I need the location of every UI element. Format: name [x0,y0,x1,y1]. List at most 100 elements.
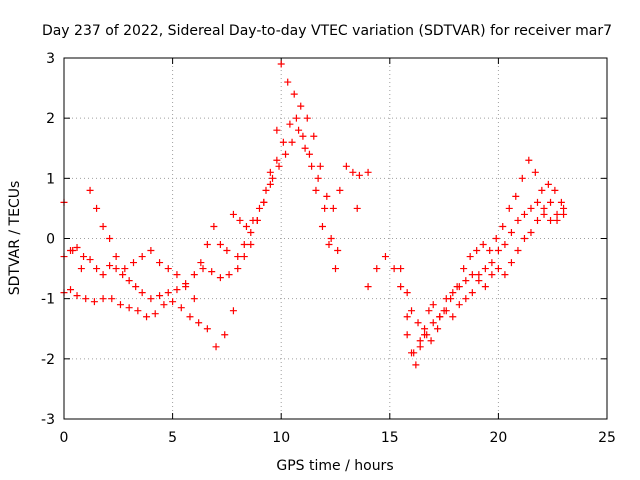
data-point [486,247,494,255]
data-point [436,313,444,321]
data-point [551,186,559,194]
data-point [533,198,541,206]
data-point [381,253,389,261]
data-point [225,271,233,279]
data-point [390,265,398,273]
data-point [518,174,526,182]
data-point [290,90,298,98]
data-point [99,271,107,279]
data-point [312,186,320,194]
data-point [349,168,357,176]
data-point [332,265,339,273]
data-point [429,301,437,309]
data-point [169,298,177,306]
data-point [334,247,342,255]
data-point [303,114,311,122]
data-point [203,325,211,333]
data-point [449,289,457,297]
y-tick-label: 0 [46,232,55,248]
data-point [190,271,198,279]
data-point [499,222,507,230]
series-track-f [403,198,568,357]
x-axis-label: GPS time / hours [276,458,393,474]
data-point [492,235,500,242]
data-point [134,307,142,315]
data-point [425,307,433,315]
data-point [67,286,75,294]
data-point [186,313,194,321]
data-point [494,265,502,273]
data-point [453,283,461,291]
data-point [475,277,483,285]
data-point [138,289,146,297]
data-point [553,216,561,224]
data-point [466,253,474,261]
data-point [527,228,535,236]
data-point [321,204,329,212]
data-point [336,186,344,194]
y-tick-label: -1 [41,292,55,308]
data-point [282,150,290,158]
data-point [86,186,94,194]
data-point [249,216,257,224]
data-point [275,162,283,170]
data-point [77,265,85,273]
data-point [147,247,155,255]
data-point [125,304,133,312]
data-point [229,210,237,218]
data-point [266,168,274,176]
data-point [403,289,411,297]
data-point [106,262,114,270]
series-track-e [397,156,565,345]
data-point [216,241,224,249]
y-axis-label: SDTVAR / TECUs [7,181,23,296]
data-point [507,259,515,267]
data-point [308,162,316,170]
data-point [410,349,418,357]
data-point [501,241,509,249]
data-point [481,283,489,291]
data-point [488,259,496,267]
data-point [364,168,372,176]
y-tick-label: -2 [41,352,55,368]
data-point [462,277,470,285]
data-point [460,265,468,273]
data-point [73,292,81,300]
data-point [69,247,77,255]
data-point [223,247,231,255]
data-point [288,138,296,146]
data-point [557,198,565,206]
data-point [514,216,522,224]
data-point [449,313,457,321]
tick-labels: 0 5 10 15 20 25 -3 -2 -1 0 1 2 3 [41,51,616,446]
data-point [108,295,116,303]
data-point [99,222,107,230]
data-points [60,60,568,369]
data-point [273,126,281,134]
data-point [80,253,88,261]
data-point [479,241,487,249]
data-point [475,271,483,279]
data-point [533,216,541,224]
chart-title: Day 237 of 2022, Sidereal Day-to-day VTE… [42,23,612,39]
data-point [260,198,268,206]
data-point [544,180,552,188]
data-point [412,361,420,369]
data-point [240,241,248,249]
x-tick-label: 10 [272,430,290,446]
data-point [112,265,120,273]
data-point [255,204,263,212]
data-point [305,150,313,158]
data-point [125,277,133,285]
series-track-b [60,114,339,303]
data-point [277,60,285,68]
x-tick-label: 5 [168,430,177,446]
data-point [434,325,442,333]
data-point [286,120,294,128]
data-point [164,265,172,273]
data-point [323,192,331,200]
data-point [119,271,127,279]
data-point [242,222,250,230]
x-tick-label: 0 [60,430,69,446]
data-point [212,343,220,351]
